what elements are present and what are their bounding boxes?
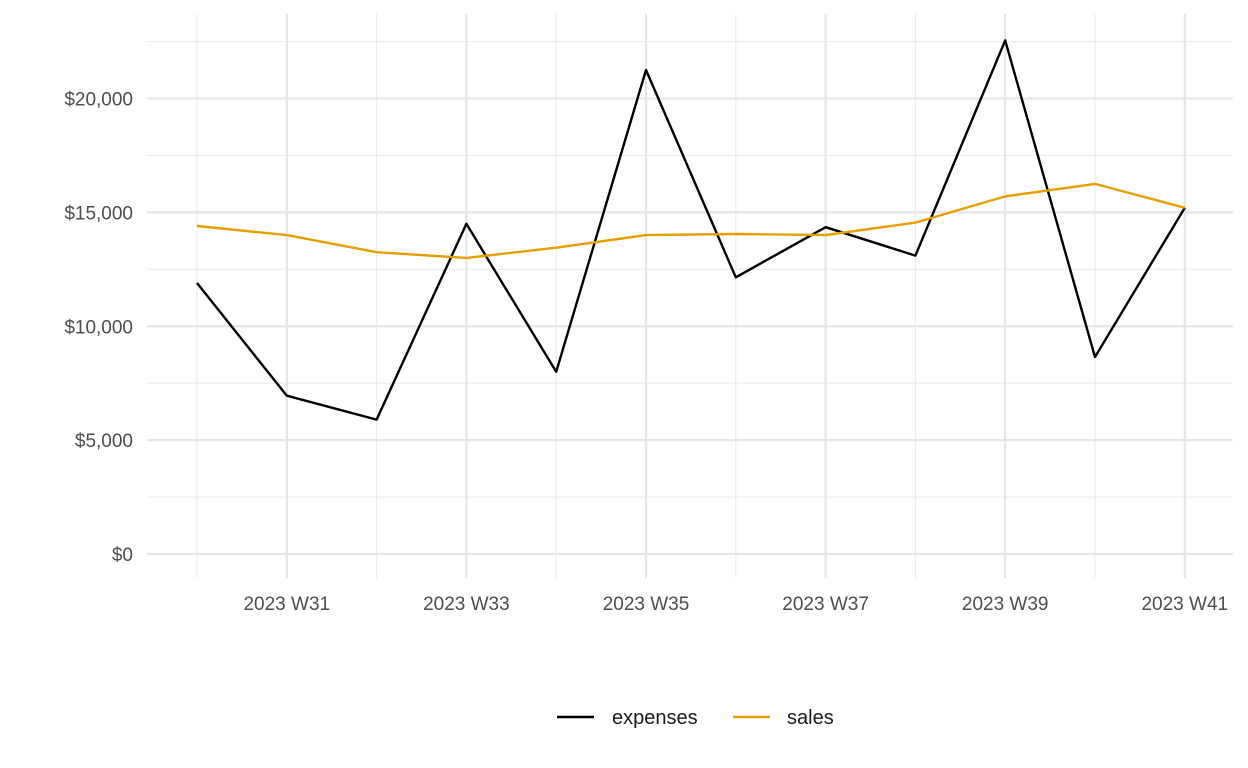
legend-label-expenses: expenses bbox=[612, 707, 698, 729]
series-lines bbox=[196, 39, 1186, 421]
y-tick-label: $20,000 bbox=[64, 90, 133, 111]
x-axis-tick-labels: 2023 W31 2023 W33 2023 W35 2023 W37 2023 W39… bbox=[243, 594, 1228, 615]
x-tick-label: 2023 W37 bbox=[782, 594, 869, 615]
x-tick-label: 2023 W33 bbox=[423, 594, 510, 615]
series-line-expenses bbox=[196, 39, 1186, 421]
x-tick-label: 2023 W41 bbox=[1141, 594, 1228, 615]
minor-gridlines bbox=[147, 14, 1233, 578]
y-tick-label: $10,000 bbox=[64, 317, 133, 338]
major-gridlines bbox=[147, 14, 1233, 578]
series-line-sales bbox=[196, 182, 1186, 260]
x-tick-label: 2023 W35 bbox=[603, 594, 690, 615]
x-tick-label: 2023 W39 bbox=[962, 594, 1049, 615]
legend-label-sales: sales bbox=[787, 707, 834, 729]
y-tick-label: $15,000 bbox=[64, 203, 133, 224]
y-tick-label: $0 bbox=[112, 545, 133, 566]
x-tick-label: 2023 W31 bbox=[243, 594, 330, 615]
y-axis-tick-labels: $0 $5,000 $10,000 $15,000 $20,000 bbox=[64, 90, 133, 567]
legend: expenses sales bbox=[557, 707, 834, 729]
y-tick-label: $5,000 bbox=[75, 431, 133, 452]
